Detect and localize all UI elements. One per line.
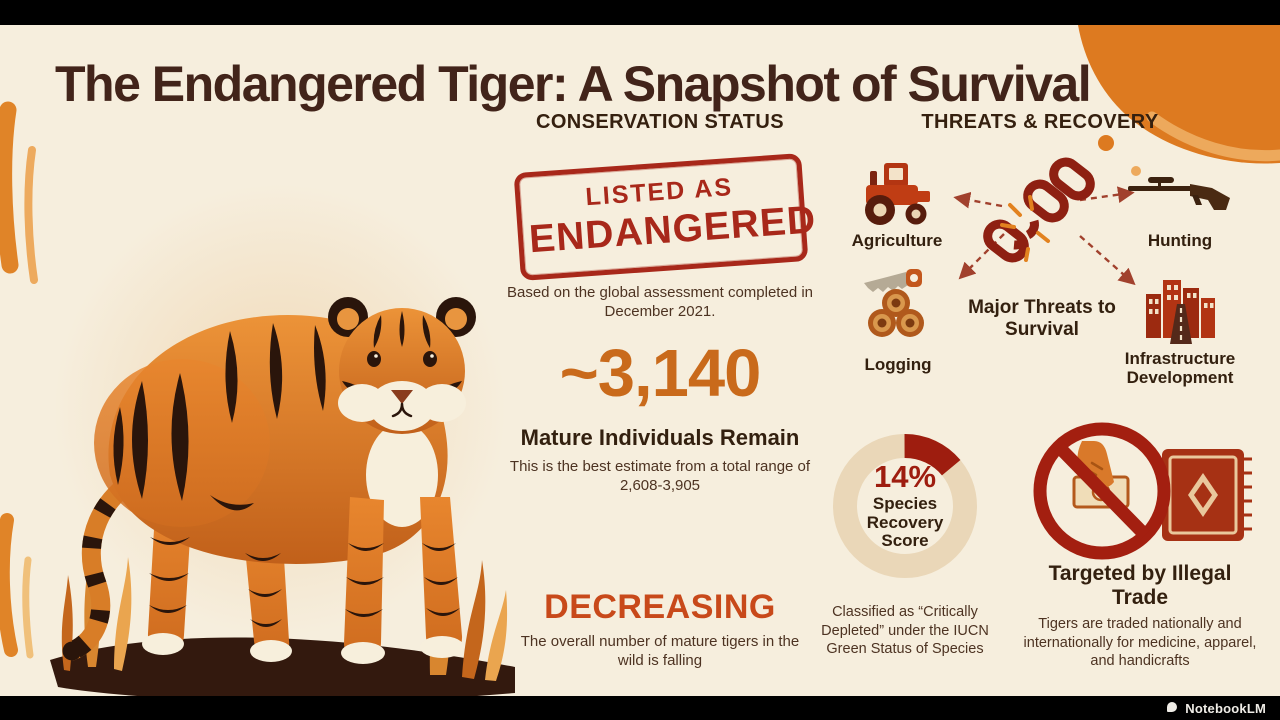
population-note: This is the best estimate from a total r…: [509, 458, 811, 495]
donut-center-text: 14% Species Recovery Score: [820, 421, 990, 591]
conservation-status-header: CONSERVATION STATUS: [536, 111, 784, 133]
threat-connector-lines: [953, 186, 1136, 286]
tractor-icon: [865, 163, 930, 225]
notebooklm-watermark: NotebookLM: [1165, 701, 1266, 716]
recovery-percent: 14%: [873, 458, 937, 494]
trend-note: The overall number of mature tigers in t…: [520, 633, 800, 670]
broken-chain-icon: [983, 157, 1095, 263]
threats-recovery-header: THREATS & RECOVERY: [921, 111, 1159, 133]
endangered-stamp: LISTED AS ENDANGERED: [513, 153, 817, 281]
recovery-score-label: Species Recovery Score: [866, 493, 944, 551]
page-title: The Endangered Tiger: A Snapshot of Surv…: [55, 56, 1092, 112]
population-trend: DECREASING: [544, 588, 776, 626]
logs-and-saw-icon: [864, 269, 924, 337]
letterbox-bottom: NotebookLM: [0, 696, 1280, 720]
threat-label-logging: Logging: [864, 355, 932, 374]
threat-label-agriculture: Agriculture: [851, 231, 943, 250]
major-threats-label: Major Threats to Survival: [968, 297, 1116, 340]
watermark-label: NotebookLM: [1185, 700, 1266, 716]
carpet-icon: [1162, 449, 1252, 541]
population-count: ~3,140: [559, 336, 762, 411]
illegal-trade-icon: [1033, 422, 1252, 560]
illegal-trade-title: Targeted by Illegal Trade: [1048, 562, 1232, 609]
assessment-note: Based on the global assessment completed…: [506, 284, 814, 321]
tiger-head: [328, 297, 476, 434]
species-recovery-donut-chart: [833, 434, 977, 578]
tiger-illustration: [50, 297, 515, 696]
infographic-canvas: The Endangered Tiger: A Snapshot of Surv…: [0, 25, 1280, 696]
recovery-note: Classified as “Critically Depleted” unde…: [821, 604, 989, 658]
rifle-icon: [1128, 177, 1230, 210]
threat-label-hunting: Hunting: [1147, 231, 1213, 250]
threat-label-infrastructure: Infrastructure Development: [1124, 349, 1236, 388]
population-label: Mature Individuals Remain: [520, 425, 800, 450]
city-road-icon: [1146, 280, 1215, 344]
illegal-trade-note: Tigers are traded nationally and interna…: [1023, 616, 1257, 670]
recovery-arc: [833, 434, 977, 578]
letterbox-top: [0, 0, 1280, 25]
notebooklm-logo-icon: [1167, 702, 1178, 712]
